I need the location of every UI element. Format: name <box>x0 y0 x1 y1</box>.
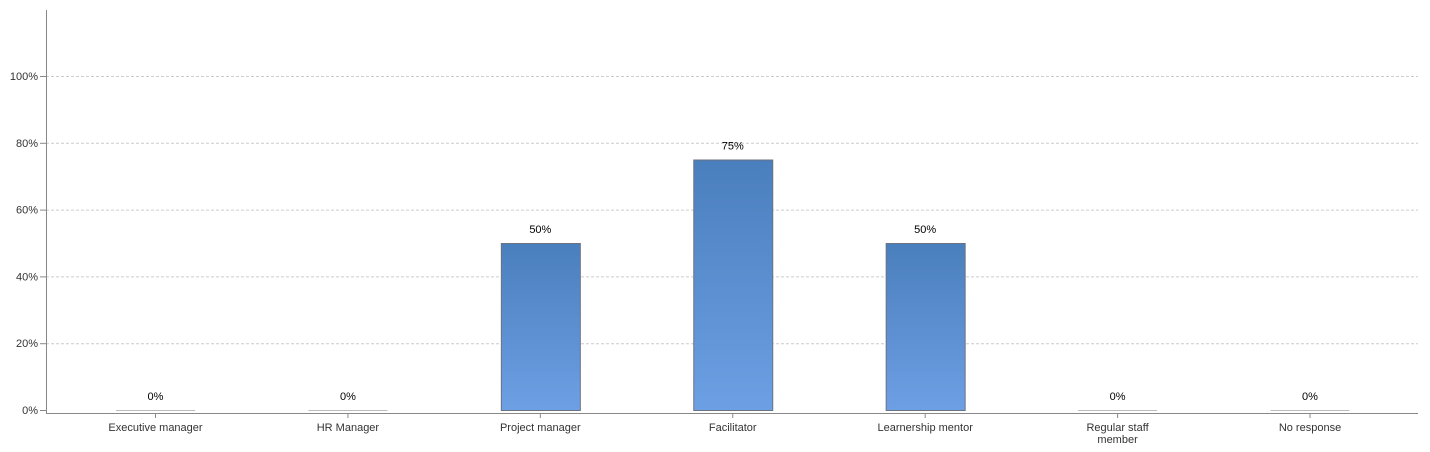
category-label: Facilitator <box>709 422 757 434</box>
bar <box>885 243 966 411</box>
category-label: No response <box>1279 422 1341 434</box>
category-label: Learnership mentor <box>877 422 973 434</box>
data-label: 75% <box>722 141 744 153</box>
data-label: 50% <box>529 224 551 236</box>
category-label-line: Project manager <box>500 422 581 434</box>
data-label: 50% <box>914 224 936 236</box>
category-label: HR Manager <box>317 422 380 434</box>
y-tick-label: 80% <box>16 138 38 150</box>
y-tick-label: 0% <box>22 405 38 417</box>
data-label: 0% <box>1302 391 1318 403</box>
category-label-line: HR Manager <box>317 422 380 434</box>
data-label: 0% <box>1110 391 1126 403</box>
bar <box>500 243 581 411</box>
category-label: Regular staff member <box>1086 422 1149 446</box>
labels: 0% 20% 40% 60% 80% 100% 0% Executive manager 0% H… <box>10 71 1341 446</box>
y-tick-label: 40% <box>16 271 38 283</box>
y-tick-label: 100% <box>10 71 38 83</box>
category-label: Executive manager <box>108 422 202 434</box>
category-label-line: Learnership mentor <box>877 422 973 434</box>
category-label-line: Executive manager <box>108 422 202 434</box>
category-label-line: Regular staff <box>1086 422 1149 434</box>
category-label: Project manager <box>500 422 581 434</box>
bar <box>693 159 774 411</box>
y-tick-label: 60% <box>16 205 38 217</box>
category-label-line: member <box>1097 434 1138 446</box>
data-label: 0% <box>340 391 356 403</box>
category-label-line: No response <box>1279 422 1341 434</box>
y-tick-label: 20% <box>16 338 38 350</box>
data-label: 0% <box>148 391 164 403</box>
bars <box>116 159 1350 411</box>
category-label-line: Facilitator <box>709 422 757 434</box>
axes <box>40 10 1418 418</box>
